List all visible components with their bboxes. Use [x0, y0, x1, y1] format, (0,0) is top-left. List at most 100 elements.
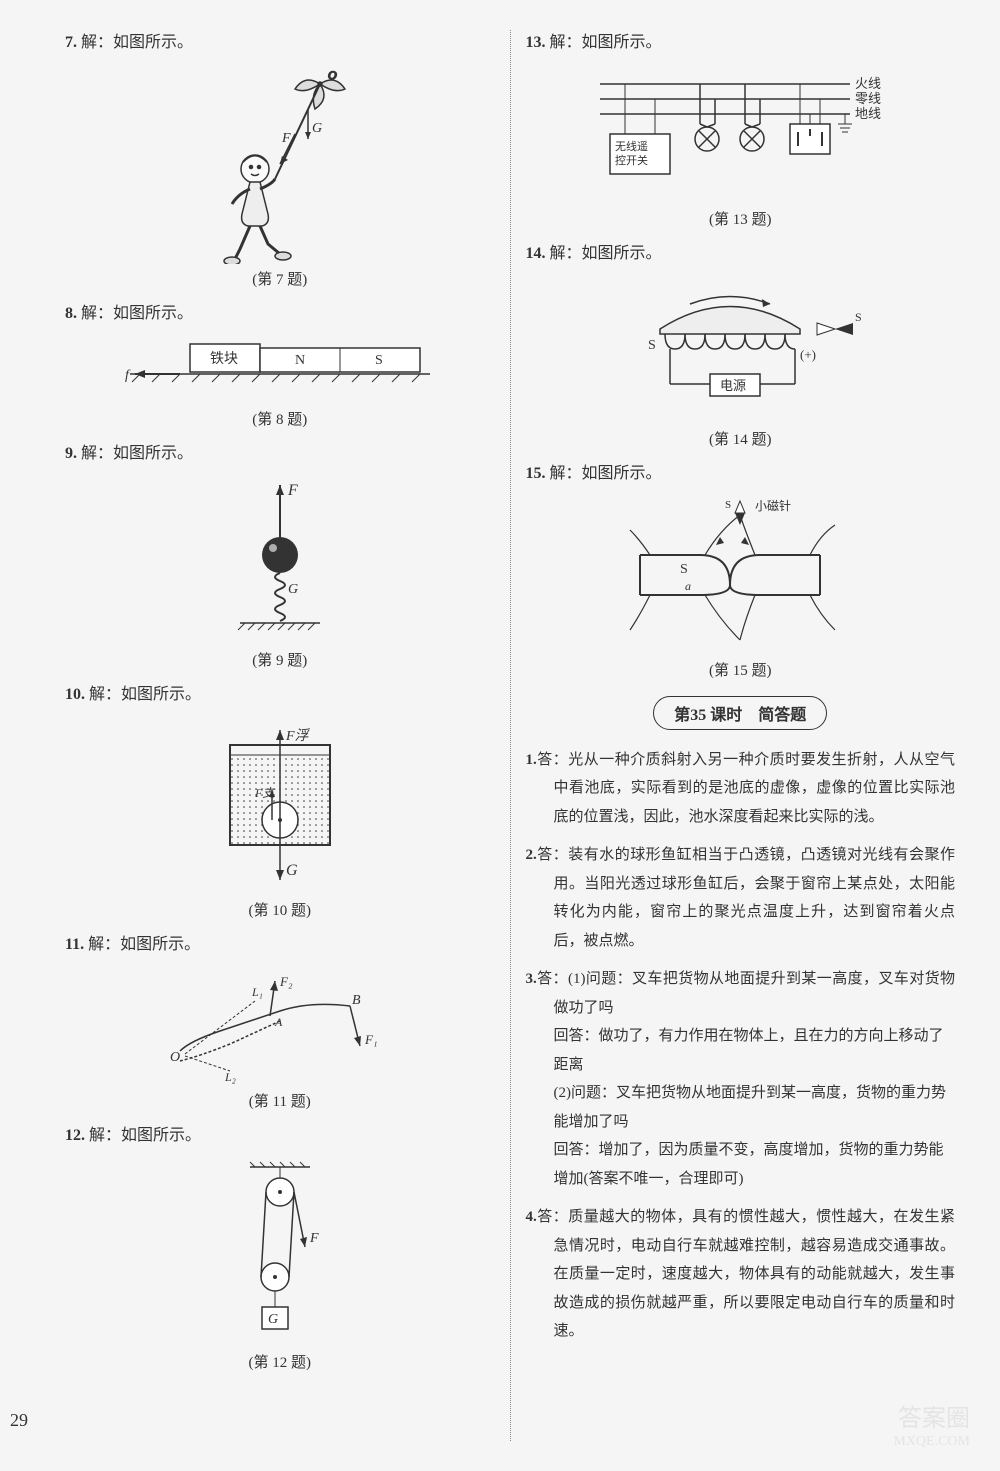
fig8-S: S	[375, 353, 383, 368]
figure-11-caption: (第 11 题)	[65, 1090, 495, 1111]
answer-1-body: 光从一种介质斜射入另一种介质时要发生折射，人从空气中看池底，实际看到的是池底的虚…	[554, 752, 956, 825]
figure-14-caption: (第 14 题)	[526, 428, 956, 449]
fig8-f: f	[125, 368, 131, 383]
answer-2: 2.答：装有水的球形鱼缸相当于凸透镜，凸透镜对光线有会聚作用。当阳光透过球形鱼缸…	[526, 841, 956, 955]
problem-7-text: 如图所示。	[113, 34, 193, 51]
answer-4-num: 4.	[526, 1209, 537, 1225]
problem-11-label: 解：	[88, 936, 120, 953]
fig10-Ff: F浮	[285, 728, 311, 744]
fig8-iron: 铁块	[210, 351, 238, 367]
figure-7: O F G	[65, 64, 495, 289]
section-35-title: 第35 课时 简答题	[653, 696, 827, 730]
fig11-A: A	[274, 1015, 283, 1029]
problem-9-num: 9.	[65, 445, 77, 462]
fig11-F1: F₁	[364, 1032, 377, 1047]
problem-14-text: 如图所示。	[582, 245, 662, 262]
problem-7-line: 7. 解：如图所示。	[65, 30, 495, 56]
fig14-compass-s: S	[855, 310, 862, 324]
figure-11: O A B F₂ F₁ L₁ L₂ (第 11	[65, 966, 495, 1111]
answer-1-text: 1.答：光从一种介质斜射入另一种介质时要发生折射，人从空气中看池底，实际看到的是…	[526, 746, 956, 832]
svg-text:控开关: 控开关	[615, 153, 648, 167]
svg-text:无线遥: 无线遥	[615, 139, 648, 153]
fig8-N: N	[295, 353, 305, 368]
answer-3-sub3: 回答：增加了，因为质量不变，高度增加，货物的重力势能增加(答案不唯一，合理即可)	[526, 1136, 956, 1193]
problem-8-text: 如图所示。	[113, 305, 193, 322]
page-number: 29	[10, 1410, 28, 1431]
fig10-Fn: F支	[254, 786, 276, 800]
problem-7-label: 解：	[81, 34, 113, 51]
figure-9-caption: (第 9 题)	[65, 649, 495, 670]
problem-15: 15. 解：如图所示。 S a	[526, 461, 956, 680]
problem-10-label: 解：	[89, 686, 121, 703]
problem-10-num: 10.	[65, 686, 85, 703]
fig9-G: G	[288, 582, 298, 597]
problem-9-text: 如图所示。	[113, 445, 193, 462]
problem-13-num: 13.	[526, 34, 546, 51]
fig11-L1: L₁	[251, 985, 263, 999]
watermark-sub: MXQE.COM	[893, 1434, 970, 1451]
problem-7-num: 7.	[65, 34, 77, 51]
answer-3-sub1: 回答：做功了，有力作用在物体上，且在力的方向上移动了距离	[526, 1022, 956, 1079]
problem-9-label: 解：	[81, 445, 113, 462]
fig14-plus: (+)	[800, 347, 816, 362]
answer-2-body: 装有水的球形鱼缸相当于凸透镜，凸透镜对光线有会聚作用。当阳光透过球形鱼缸后，会聚…	[554, 847, 956, 949]
fig13-ground: 地线	[855, 106, 881, 121]
answer-2-text: 2.答：装有水的球形鱼缸相当于凸透镜，凸透镜对光线有会聚作用。当阳光透过球形鱼缸…	[526, 841, 956, 955]
problem-12-label: 解：	[89, 1127, 121, 1144]
figure-9: F G (第 9 题)	[65, 475, 495, 670]
problem-11-num: 11.	[65, 936, 84, 953]
fig15-a: a	[685, 579, 691, 593]
problem-11: 11. 解：如图所示。 O A B F₂	[65, 932, 495, 1111]
section-35-header: 第35 课时 简答题	[526, 696, 956, 730]
fig10-G: G	[286, 862, 298, 879]
figure-14: S (+) 电源 S	[526, 274, 956, 449]
problem-14: 14. 解：如图所示。 S	[526, 241, 956, 450]
fig15-needle: 小磁针	[755, 498, 791, 513]
answer-1-num: 1.	[526, 752, 537, 768]
fig7-F: F	[281, 131, 291, 146]
problem-15-num: 15.	[526, 465, 546, 482]
figure-10-caption: (第 10 题)	[65, 899, 495, 920]
answer-3-body: (1)问题：叉车把货物从地面提升到某一高度，叉车对货物做功了吗	[554, 971, 956, 1016]
watermark-main: 答案圈	[893, 1405, 970, 1434]
figure-7-caption: (第 7 题)	[65, 268, 495, 289]
answer-3-sub2: (2)问题：叉车把货物从地面提升到某一高度，货物的重力势能增加了吗	[526, 1079, 956, 1136]
problem-13-text: 如图所示。	[582, 34, 662, 51]
figure-13: 火线 零线 地线 无线遥 控开关	[526, 64, 956, 229]
problem-11-line: 11. 解：如图所示。	[65, 932, 495, 958]
problem-9-line: 9. 解：如图所示。	[65, 441, 495, 467]
figure-10: F浮 F支 G (第 10 题)	[65, 715, 495, 920]
answer-1: 1.答：光从一种介质斜射入另一种介质时要发生折射，人从空气中看池底，实际看到的是…	[526, 746, 956, 832]
problem-8-line: 8. 解：如图所示。	[65, 301, 495, 327]
problem-13: 13. 解：如图所示。 火线 零线 地线	[526, 30, 956, 229]
answer-2-num: 2.	[526, 847, 537, 863]
problem-13-label: 解：	[550, 34, 582, 51]
svg-text:S: S	[725, 499, 731, 511]
right-column: 13. 解：如图所示。 火线 零线 地线	[511, 30, 971, 1441]
answer-4-text: 4.答：质量越大的物体，具有的惯性越大，惯性越大，在发生紧急情况时，电动自行车就…	[526, 1203, 956, 1346]
fig12-F: F	[309, 1231, 319, 1246]
fig14-S: S	[648, 338, 656, 353]
answer-4: 4.答：质量越大的物体，具有的惯性越大，惯性越大，在发生紧急情况时，电动自行车就…	[526, 1203, 956, 1346]
problem-10-text: 如图所示。	[121, 686, 201, 703]
answer-3: 3.答：(1)问题：叉车把货物从地面提升到某一高度，叉车对货物做功了吗 回答：做…	[526, 965, 956, 1193]
figure-15-caption: (第 15 题)	[526, 659, 956, 680]
answer-4-body: 质量越大的物体，具有的惯性越大，惯性越大，在发生紧急情况时，电动自行车就越难控制…	[554, 1209, 956, 1339]
figure-15: S a	[526, 495, 956, 680]
page-container: 7. 解：如图所示。 O	[0, 0, 1000, 1471]
fig13-live: 火线	[855, 76, 881, 91]
problem-10: 10. 解：如图所示。	[65, 682, 495, 921]
problem-14-num: 14.	[526, 245, 546, 262]
answer-2-label: 答：	[537, 847, 568, 863]
fig9-F: F	[287, 482, 298, 499]
problem-8-num: 8.	[65, 305, 77, 322]
problem-12-num: 12.	[65, 1127, 85, 1144]
fig7-G: G	[312, 121, 322, 136]
fig11-B: B	[352, 993, 361, 1008]
answer-3-label: 答：	[537, 971, 568, 987]
problem-15-text: 如图所示。	[582, 465, 662, 482]
problem-12-text: 如图所示。	[121, 1127, 201, 1144]
problem-12: 12. 解：如图所示。	[65, 1123, 495, 1372]
figure-12: F G (第 12 题)	[65, 1157, 495, 1372]
answer-3-num: 3.	[526, 971, 537, 987]
